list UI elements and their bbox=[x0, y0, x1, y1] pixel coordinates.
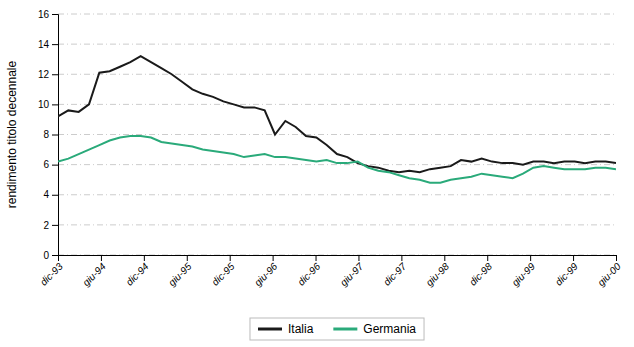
y-tick-label: 6 bbox=[43, 159, 49, 170]
y-tick-mark bbox=[52, 255, 58, 256]
y-axis-line bbox=[52, 15, 59, 256]
y-tick-mark bbox=[52, 195, 58, 196]
x-tick-label: giu-95 bbox=[166, 260, 194, 288]
x-axis: dic-93 giu-94 dic-94 giu-95 dic-95 giu-96 dic-… bbox=[38, 255, 623, 288]
y-tick: 2 bbox=[43, 220, 58, 231]
legend-item: Italia bbox=[258, 322, 314, 336]
grid-line bbox=[58, 134, 616, 135]
x-tick: dic-98 bbox=[467, 255, 494, 288]
x-tick: giu-00 bbox=[595, 255, 623, 288]
x-tick-mark bbox=[101, 255, 102, 261]
x-tick-label: giu-98 bbox=[424, 260, 452, 288]
y-tick-label: 0 bbox=[43, 250, 49, 261]
y-tick: 10 bbox=[38, 99, 58, 110]
y-tick-mark bbox=[52, 14, 58, 15]
x-tick: dic-97 bbox=[381, 255, 408, 288]
x-tick-label: giu-96 bbox=[252, 260, 280, 288]
x-tick-label: dic-98 bbox=[467, 260, 494, 287]
x-tick: giu-98 bbox=[424, 255, 452, 288]
x-tick-mark bbox=[444, 255, 445, 261]
grid-line bbox=[58, 194, 616, 195]
x-tick: giu-96 bbox=[252, 255, 280, 288]
legend-item: Germania bbox=[333, 322, 416, 336]
series-line bbox=[58, 136, 616, 183]
lines bbox=[58, 56, 616, 183]
y-tick-mark bbox=[52, 225, 58, 226]
y-tick-label: 14 bbox=[38, 39, 50, 50]
y-tick-label: 10 bbox=[38, 99, 50, 110]
x-tick-label: dic-99 bbox=[553, 260, 580, 287]
y-tick-label: 8 bbox=[43, 129, 49, 140]
x-tick: giu-97 bbox=[338, 255, 366, 288]
legend-label: Germania bbox=[363, 322, 416, 336]
y-tick-label: 12 bbox=[38, 69, 50, 80]
x-tick-mark bbox=[401, 255, 402, 261]
y-tick: 6 bbox=[43, 159, 58, 170]
y-tick-mark bbox=[52, 165, 58, 166]
x-tick-label: dic-93 bbox=[38, 260, 65, 287]
x-tick: dic-96 bbox=[295, 255, 322, 288]
x-tick-label: dic-96 bbox=[295, 260, 322, 287]
x-tick: dic-94 bbox=[124, 255, 151, 288]
x-tick-label: giu-94 bbox=[80, 260, 108, 288]
y-tick-label: 16 bbox=[38, 9, 50, 20]
grid-line bbox=[58, 224, 616, 225]
y-tick: 16 bbox=[38, 9, 58, 20]
y-tick-label: 2 bbox=[43, 220, 49, 231]
grid-line bbox=[58, 14, 616, 15]
y-tick: 14 bbox=[38, 39, 58, 50]
grid bbox=[58, 14, 616, 255]
grid-line bbox=[58, 104, 616, 105]
legend-box bbox=[250, 318, 424, 340]
x-tick-label: giu-99 bbox=[510, 260, 538, 288]
y-axis-title: rendimento titolo decennale bbox=[5, 60, 19, 208]
y-tick: 12 bbox=[38, 69, 58, 80]
x-tick-mark bbox=[273, 255, 274, 261]
y-tick-label: 4 bbox=[43, 189, 49, 200]
grid-line bbox=[58, 164, 616, 165]
x-tick-mark bbox=[487, 255, 488, 261]
grid-line bbox=[58, 74, 616, 75]
x-tick: giu-95 bbox=[166, 255, 194, 288]
x-tick: dic-93 bbox=[38, 255, 65, 288]
legend-swatch bbox=[258, 328, 282, 331]
plot: 0246810121416dic-93giu-94dic-94giu-95dic… bbox=[38, 9, 623, 288]
x-tick-label: giu-00 bbox=[595, 260, 623, 288]
x-tick: dic-99 bbox=[553, 255, 580, 288]
series-line bbox=[58, 56, 616, 172]
y-tick-mark bbox=[52, 104, 58, 105]
y-tick-mark bbox=[52, 74, 58, 75]
y-axis: 0 2 4 6 8 10 12 14 16 bbox=[38, 9, 59, 261]
x-tick-mark bbox=[616, 255, 617, 261]
y-tick: 0 bbox=[43, 250, 58, 261]
x-tick: giu-99 bbox=[510, 255, 538, 288]
chart: 0246810121416dic-93giu-94dic-94giu-95dic… bbox=[0, 0, 634, 347]
grid-line bbox=[58, 44, 616, 45]
y-tick-mark bbox=[52, 44, 58, 45]
x-tick-label: dic-97 bbox=[381, 260, 408, 287]
legend: Italia Germania bbox=[250, 318, 424, 340]
x-tick-mark bbox=[187, 255, 188, 261]
x-tick-mark bbox=[316, 255, 317, 261]
y-tick: 4 bbox=[43, 189, 58, 200]
legend-label: Italia bbox=[288, 322, 314, 336]
x-tick-mark bbox=[58, 255, 59, 261]
x-tick-mark bbox=[144, 255, 145, 261]
x-tick-label: dic-95 bbox=[210, 260, 237, 287]
y-tick: 8 bbox=[43, 129, 58, 140]
x-tick-mark bbox=[230, 255, 231, 261]
y-tick-mark bbox=[52, 135, 58, 136]
legend-swatch bbox=[333, 328, 357, 331]
x-tick: giu-94 bbox=[80, 255, 108, 288]
x-tick: dic-95 bbox=[210, 255, 237, 288]
x-tick-mark bbox=[358, 255, 359, 261]
x-tick-label: giu-97 bbox=[338, 260, 366, 288]
x-tick-mark bbox=[573, 255, 574, 261]
x-tick-mark bbox=[530, 255, 531, 261]
x-tick-label: dic-94 bbox=[124, 260, 151, 287]
